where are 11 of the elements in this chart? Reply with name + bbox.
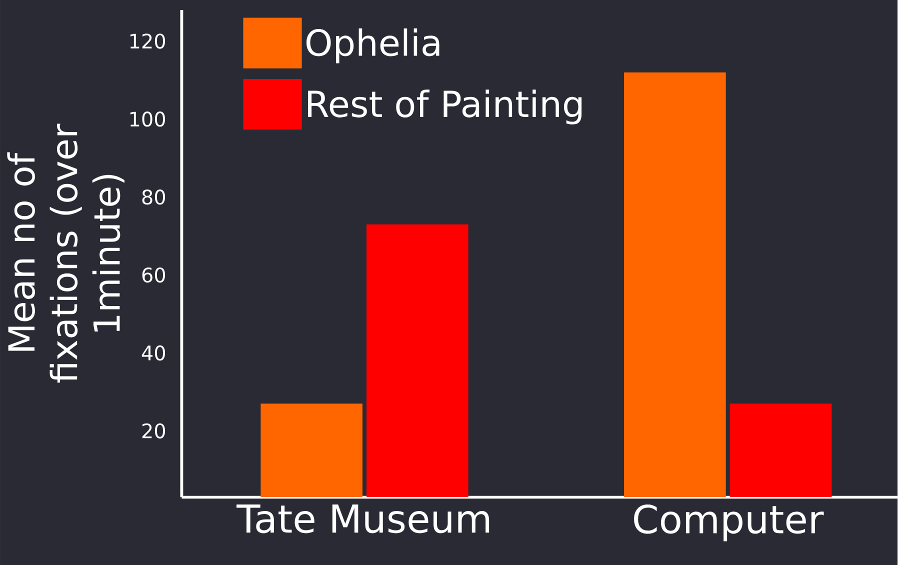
y-tick-label: 20 xyxy=(142,423,166,438)
y-axis-title: Mean no of fixations (over 1minute) xyxy=(7,124,124,383)
y-tick-label: 100 xyxy=(130,112,166,127)
y-tick-label: 120 xyxy=(130,34,166,49)
x-tick-label: Tate Museum xyxy=(236,504,490,534)
y-tick-label: 40 xyxy=(142,345,166,360)
y-tick-label: 80 xyxy=(142,189,166,205)
legend-label: Ophelia xyxy=(306,28,440,64)
y-tick-label: 60 xyxy=(142,267,166,283)
legend-label: Rest of Painting xyxy=(308,90,582,124)
x-tick-label: Computer xyxy=(634,504,824,542)
